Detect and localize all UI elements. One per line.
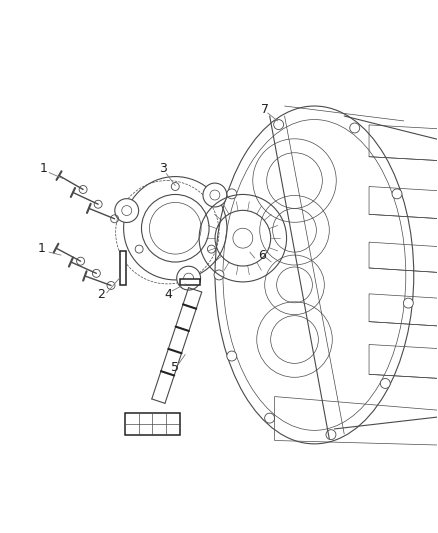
Circle shape (403, 298, 413, 308)
Circle shape (214, 270, 224, 280)
Text: 3: 3 (159, 162, 167, 175)
Circle shape (326, 430, 336, 440)
Polygon shape (180, 279, 200, 285)
Circle shape (380, 378, 390, 389)
Text: 1: 1 (39, 162, 47, 175)
Circle shape (227, 189, 237, 199)
Text: 1: 1 (37, 241, 45, 255)
Circle shape (265, 413, 275, 423)
Text: 4: 4 (164, 288, 172, 301)
Circle shape (274, 119, 284, 130)
Text: 6: 6 (258, 248, 266, 262)
Circle shape (227, 351, 237, 361)
Polygon shape (124, 413, 180, 435)
Text: 7: 7 (261, 102, 268, 116)
Circle shape (115, 199, 139, 222)
Circle shape (392, 189, 402, 199)
Polygon shape (120, 251, 126, 285)
Circle shape (350, 123, 360, 133)
Circle shape (203, 183, 227, 207)
Text: 5: 5 (171, 361, 179, 374)
Text: 2: 2 (97, 288, 105, 301)
Circle shape (177, 266, 201, 290)
